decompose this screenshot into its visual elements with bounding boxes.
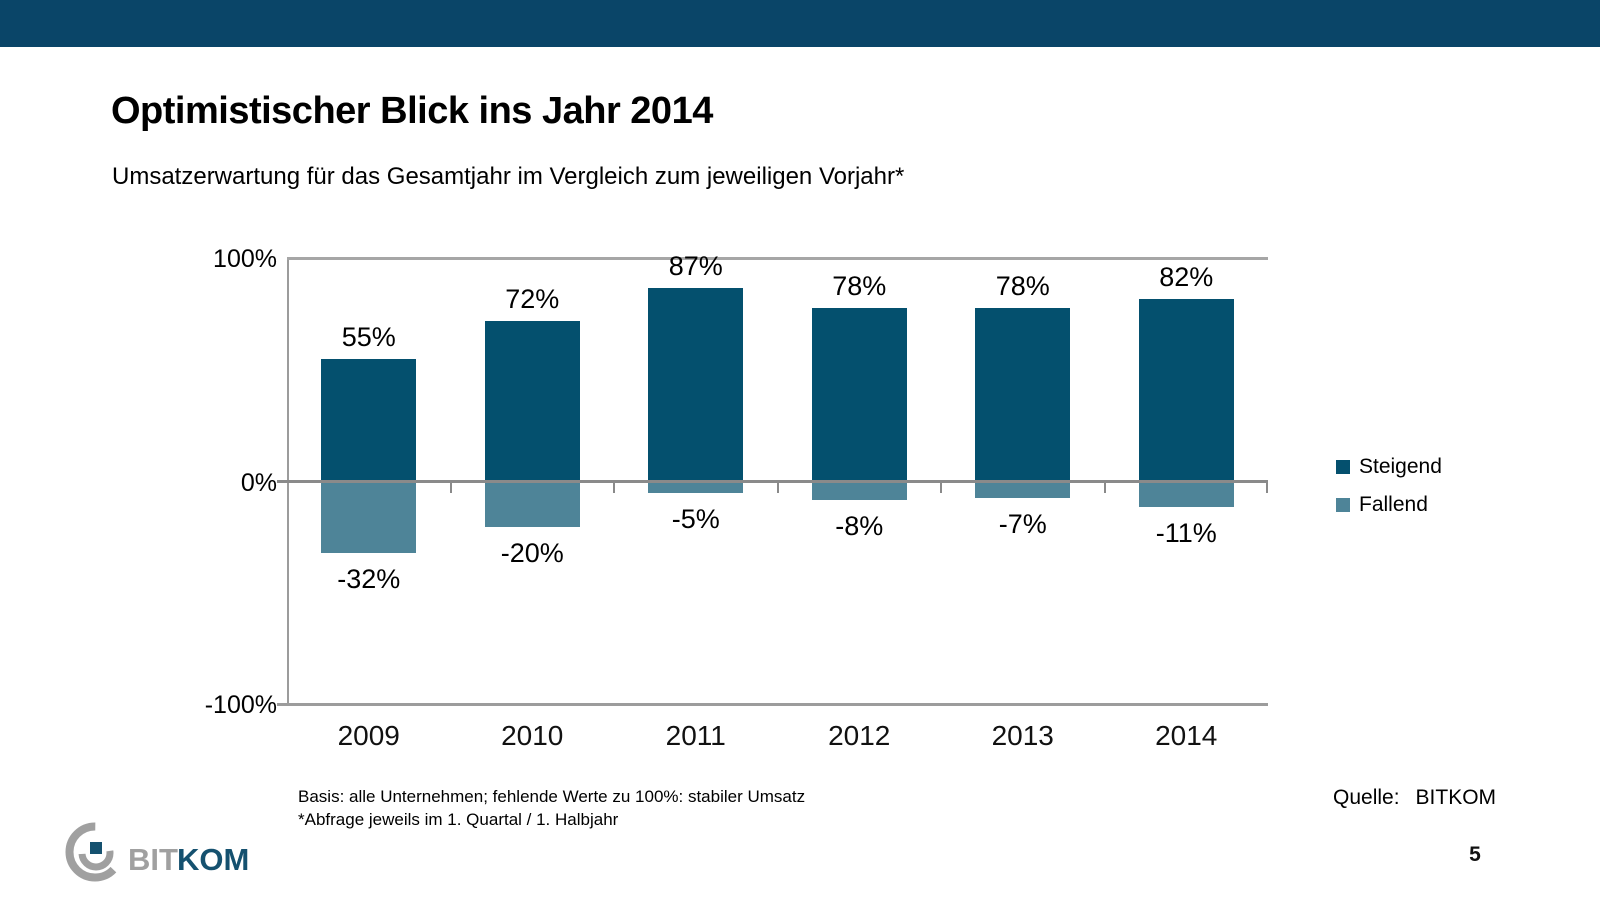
legend-swatch-steigend (1336, 460, 1350, 474)
slide-subtitle: Umsatzerwartung für das Gesamtjahr im Ve… (112, 163, 905, 190)
zero-axis-tick-1 (449, 483, 452, 493)
source-prefix: Quelle: (1333, 786, 1400, 809)
source-value: BITKOM (1415, 786, 1497, 809)
x-axis-label-2013: 2013 (991, 720, 1054, 751)
value-label-fallend-2013: -7% (998, 508, 1047, 539)
value-label-steigend-2009: 55% (341, 322, 396, 353)
bar-fallend-2014 (1138, 482, 1234, 507)
logo-text-kom: KOM (177, 842, 249, 877)
legend-item-steigend: Steigend (1336, 455, 1442, 479)
footnote: Basis: alle Unternehmen; fehlende Werte … (298, 785, 805, 831)
gridline-100-percent (287, 257, 1268, 260)
x-axis-label-2011: 2011 (665, 720, 726, 751)
logo-inner-arc (78, 835, 114, 871)
value-label-steigend-2014: 82% (1159, 262, 1214, 293)
y-axis-tick-label-0: 0% (240, 469, 277, 497)
chart-legend: Steigend Fallend (1336, 455, 1442, 531)
bar-fallend-2010 (484, 482, 580, 527)
value-label-steigend-2011: 87% (668, 251, 723, 281)
x-axis-label-2009: 2009 (337, 720, 400, 751)
x-axis-zero-line (277, 480, 1268, 483)
footnote-line-1: Basis: alle Unternehmen; fehlende Werte … (298, 787, 806, 806)
bar-fallend-2013 (975, 482, 1071, 498)
zero-axis-tick-2 (613, 483, 615, 493)
bar-steigend-2009 (321, 359, 417, 482)
value-label-fallend-2014: -11% (1155, 517, 1217, 548)
value-label-fallend-2012: -8% (835, 510, 884, 541)
slide-title: Optimistischer Blick ins Jahr 2014 (111, 90, 713, 132)
legend-item-fallend: Fallend (1336, 493, 1442, 517)
legend-label-fallend: Fallend (1359, 493, 1428, 516)
logo-outer-arc (65, 822, 125, 882)
value-label-steigend-2012: 78% (832, 271, 887, 302)
legend-swatch-fallend (1336, 498, 1350, 512)
bar-steigend-2013 (975, 308, 1071, 482)
value-label-fallend-2010: -20% (500, 537, 564, 568)
bar-fallend-2012 (811, 482, 907, 500)
zero-axis-tick-4 (940, 483, 942, 493)
x-axis-label-2012: 2012 (828, 720, 891, 751)
value-label-fallend-2009: -32% (337, 564, 401, 595)
x-axis-label-2014: 2014 (1155, 720, 1218, 751)
source-label: Quelle: BITKOM (1333, 786, 1496, 810)
zero-axis-tick-3 (776, 483, 779, 493)
gridline-minus-100-percent (277, 703, 1268, 706)
bitkom-logo: BIT KOM (65, 822, 249, 882)
value-label-fallend-2011: -5% (671, 504, 720, 535)
value-label-steigend-2013: 78% (995, 271, 1050, 302)
legend-label-steigend: Steigend (1359, 455, 1442, 478)
logo-text-bit: BIT (128, 842, 178, 877)
top-banner (0, 0, 1600, 47)
zero-axis-tick-5 (1103, 483, 1106, 493)
footnote-line-2: *Abfrage jeweils im 1. Quartal / 1. Halb… (298, 810, 619, 829)
bar-fallend-2009 (321, 482, 417, 554)
y-axis-tick-label-minus-100: -100% (204, 691, 277, 719)
bar-steigend-2014 (1138, 299, 1234, 482)
bar-steigend-2010 (484, 321, 580, 482)
x-axis-label-2010: 2010 (501, 720, 564, 751)
bar-fallend-2011 (648, 482, 744, 494)
chart-plot-area: 55% -32% 2009 72% -20% 2010 87% -5% 2011 78% -8% 20… (277, 251, 1268, 751)
value-label-steigend-2010: 72% (505, 284, 560, 315)
y-axis-tick-label-100: 100% (213, 245, 277, 273)
zero-axis-tick-end (1266, 483, 1268, 493)
logo-square (90, 842, 102, 854)
bar-steigend-2012 (811, 308, 907, 482)
page-number: 5 (1469, 843, 1481, 866)
bar-steigend-2011 (648, 287, 744, 482)
